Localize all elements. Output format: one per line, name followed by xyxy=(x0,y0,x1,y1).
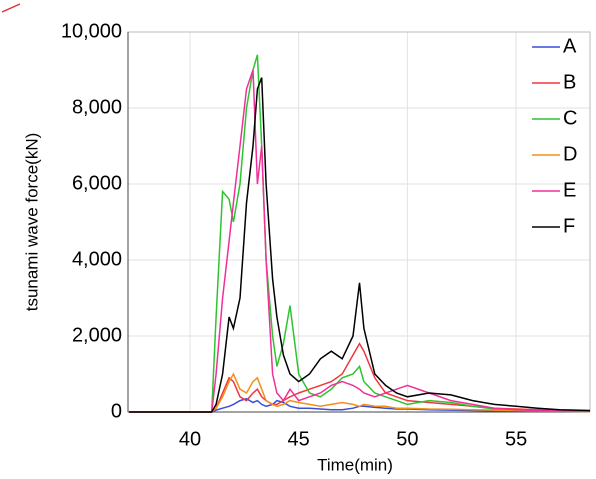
legend-label: C xyxy=(563,107,577,129)
y-tick-label: 4,000 xyxy=(72,248,122,270)
x-tick-label: 50 xyxy=(396,428,418,450)
legend-label: E xyxy=(563,179,576,201)
y-axis-title: tsunami wave force(kN) xyxy=(22,133,41,312)
decoration xyxy=(1,3,21,13)
y-tick-label: 0 xyxy=(111,400,122,422)
y-tick-label: 8,000 xyxy=(72,96,122,118)
x-axis-title: Time(min) xyxy=(317,455,393,474)
series-line xyxy=(129,69,591,413)
series-line xyxy=(129,397,591,413)
series-line xyxy=(129,342,591,413)
series-line xyxy=(129,372,591,413)
legend-label: D xyxy=(563,143,577,165)
y-tick-label: 2,000 xyxy=(72,324,122,346)
x-tick-label: 45 xyxy=(288,428,310,450)
legend-label: F xyxy=(563,215,575,237)
series-line xyxy=(129,77,591,413)
x-tick-label: 40 xyxy=(179,428,201,450)
plot-frame xyxy=(127,31,591,413)
y-tick-label: 10,000 xyxy=(61,20,122,42)
x-tick-label: 55 xyxy=(505,428,527,450)
legend-label: A xyxy=(563,35,577,57)
legend-label: B xyxy=(563,71,576,93)
y-tick-label: 6,000 xyxy=(72,172,122,194)
